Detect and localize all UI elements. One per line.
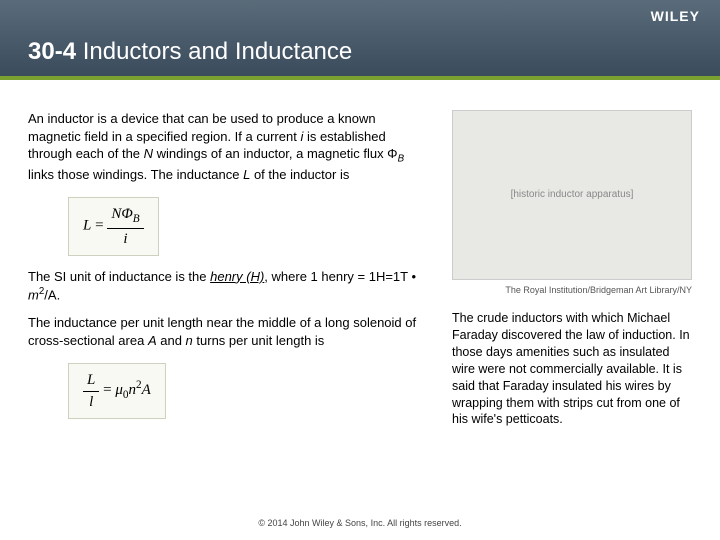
f2-num: L [83, 370, 99, 391]
p3-text2: and [157, 333, 186, 348]
f1-fraction: NΦBi [107, 204, 143, 248]
henry-term: henry (H) [210, 269, 264, 284]
figure-image: [historic inductor apparatus] [452, 110, 692, 280]
var-N: N [144, 146, 153, 161]
p1-text4: links those windings. The inductance [28, 167, 243, 182]
slide-header: WILEY 30-4 Inductors and Inductance [0, 0, 720, 80]
section-number: 30-4 [28, 38, 76, 65]
p2-dot: • [408, 269, 416, 284]
formula-1: L = NΦBi [68, 197, 159, 255]
paragraph-2: The SI unit of inductance is the henry (… [28, 268, 428, 304]
p2-text2: , where 1 henry = 1H=1T [264, 269, 408, 284]
f1-num-sub: B [133, 213, 140, 225]
p1-text3: windings of an inductor, a magnetic flux… [153, 146, 398, 161]
f2-eq: = [99, 383, 115, 399]
paragraph-3: The inductance per unit length near the … [28, 314, 428, 349]
wiley-logo: WILEY [651, 8, 700, 24]
p3-text3: turns per unit length is [193, 333, 325, 348]
right-column: [historic inductor apparatus] The Royal … [452, 110, 692, 438]
p1-text5: of the inductor is [250, 167, 349, 182]
f1-eq: = [91, 218, 107, 234]
f2-n: n [128, 383, 136, 399]
formula-2: Ll = μ0n2A [68, 363, 166, 419]
figure-caption: The crude inductors with which Michael F… [452, 310, 692, 428]
f1-den: i [107, 229, 143, 249]
image-credit: The Royal Institution/Bridgeman Art Libr… [452, 284, 692, 296]
section-title: Inductors and Inductance [83, 38, 353, 65]
content-area: An inductor is a device that can be used… [0, 80, 720, 448]
slide-title: 30-4 Inductors and Inductance [28, 38, 352, 66]
f1-num: NΦ [111, 206, 132, 222]
sub-B: B [398, 154, 405, 165]
p2-text3: /A. [44, 288, 60, 303]
var-m: m [28, 288, 39, 303]
f2-fraction: Ll [83, 370, 99, 412]
left-column: An inductor is a device that can be used… [28, 110, 428, 438]
p2-text: The SI unit of inductance is the [28, 269, 210, 284]
f2-mu: μ [115, 383, 123, 399]
f2-den: l [83, 392, 99, 412]
var-A: A [148, 333, 157, 348]
footer-copyright: © 2014 John Wiley & Sons, Inc. All right… [0, 518, 720, 528]
f2-A: A [142, 383, 151, 399]
var-n: n [186, 333, 193, 348]
paragraph-1: An inductor is a device that can be used… [28, 110, 428, 183]
